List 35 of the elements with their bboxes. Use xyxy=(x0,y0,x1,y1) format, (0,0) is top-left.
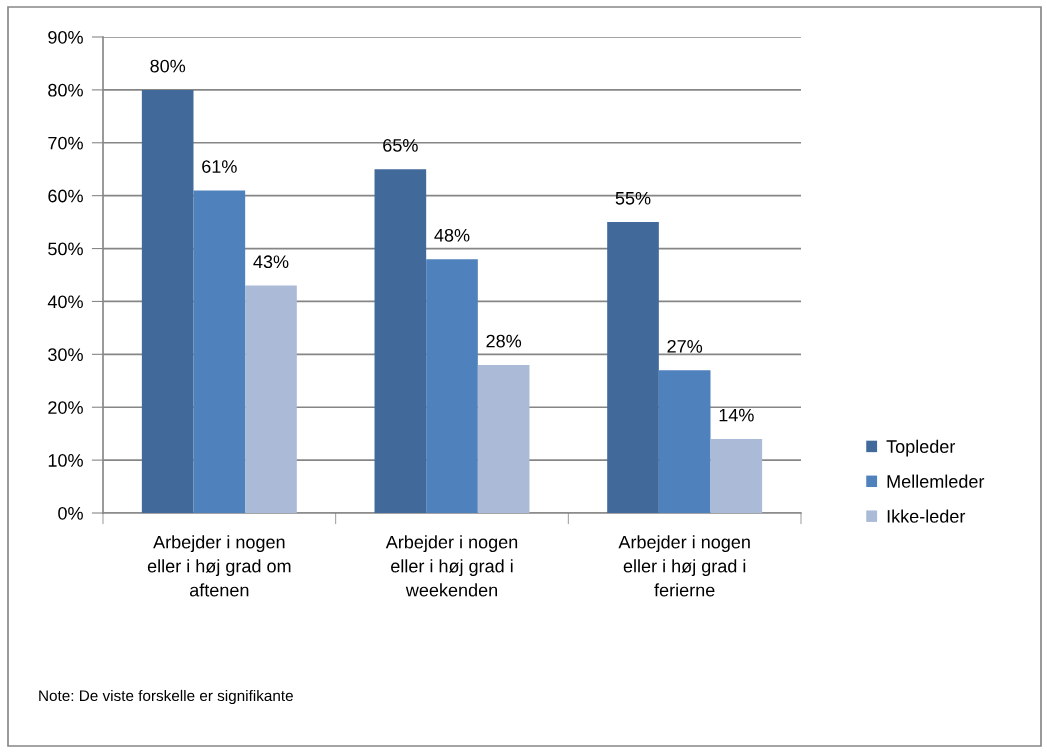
y-tick-label: 40% xyxy=(47,295,83,309)
text: Note: De viste forskelle er signifikante xyxy=(39,689,293,705)
data-label: 14% xyxy=(719,408,754,422)
y-tick-label: 50% xyxy=(48,242,83,256)
bar xyxy=(193,190,246,513)
y-tick-label: 60% xyxy=(48,189,83,203)
data-label: 28% xyxy=(486,334,522,348)
bar xyxy=(710,438,763,513)
y-tick-label: 70% xyxy=(48,136,83,150)
data-label: 61% xyxy=(202,160,237,173)
y-tick-label: 80% xyxy=(48,83,83,97)
y-tick-label: 20% xyxy=(48,401,83,414)
bar xyxy=(374,169,427,513)
data-label: 80% xyxy=(150,59,186,73)
data-label: 27% xyxy=(667,339,703,353)
bar xyxy=(426,259,478,513)
x-tick-label: Arbejder i nogen eller i høj grad i weekenden xyxy=(385,535,518,597)
y-tick-label: 10% xyxy=(48,454,83,467)
y-tick-label: 30% xyxy=(48,348,83,362)
legend-label: Mellemleder xyxy=(887,474,985,488)
data-label: 48% xyxy=(434,228,470,242)
bar xyxy=(477,364,530,513)
y-tick-label: 0% xyxy=(58,506,83,520)
y-tick-label: 90% xyxy=(48,30,83,44)
bar xyxy=(607,222,659,513)
data-label: 65% xyxy=(383,138,418,152)
x-tick-label: Arbejder i nogen eller i høj grad i ferierne xyxy=(618,535,750,597)
legend-label: Topleder xyxy=(886,439,956,457)
bar xyxy=(141,89,194,513)
data-label: 43% xyxy=(253,255,289,269)
legend-label: Ikke-leder xyxy=(887,509,966,523)
bar xyxy=(245,285,297,513)
bar xyxy=(658,370,711,513)
data-label: 55% xyxy=(615,191,651,205)
x-tick-label: Arbejder i nogen eller i høj grad om aftenen xyxy=(147,535,291,597)
